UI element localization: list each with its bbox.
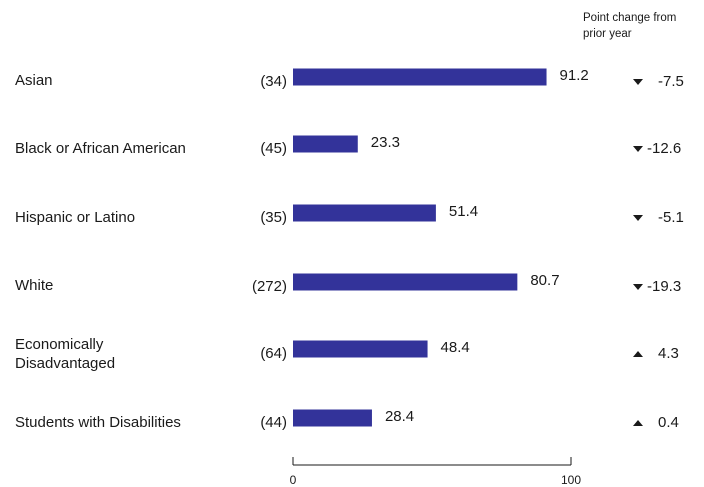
x-axis: 0 100 (290, 457, 581, 487)
value-label: 91.2 (560, 67, 589, 84)
category-label: Disadvantaged (15, 355, 115, 372)
bar-rows: Asian (34) 91.2 -7.5 Black or African Americ… (15, 67, 684, 431)
bar-row: Economically Disadvantaged (64) 48.4 4.3 (15, 336, 679, 372)
value-label: 28.4 (385, 408, 414, 425)
x-tick-label: 100 (561, 473, 581, 487)
count-label: (44) (260, 414, 287, 431)
category-label: Hispanic or Latino (15, 209, 135, 226)
category-label: Economically (15, 336, 104, 353)
category-label: White (15, 277, 53, 294)
triangle-down-icon (633, 79, 643, 85)
value-label: 23.3 (371, 134, 400, 151)
change-label: -19.3 (647, 278, 681, 295)
category-label: Asian (15, 72, 53, 89)
count-label: (34) (260, 73, 287, 90)
bar (293, 68, 547, 86)
count-label: (35) (260, 209, 287, 226)
count-label: (64) (260, 345, 287, 362)
bar (293, 204, 436, 222)
value-label: 48.4 (441, 339, 470, 356)
count-label: (45) (260, 140, 287, 157)
change-label: 0.4 (658, 414, 679, 431)
bar-row: Students with Disabilities (44) 28.4 0.4 (15, 408, 679, 431)
triangle-up-icon (633, 351, 643, 357)
change-label: 4.3 (658, 345, 679, 362)
triangle-up-icon (633, 420, 643, 426)
category-label: Students with Disabilities (15, 414, 181, 431)
bar-row: Black or African American (45) 23.3 -12.6 (15, 134, 681, 157)
bar-row: Hispanic or Latino (35) 51.4 -5.1 (15, 203, 684, 226)
change-label: -12.6 (647, 140, 681, 157)
bar (293, 135, 358, 153)
triangle-down-icon (633, 146, 643, 152)
bar (293, 340, 428, 358)
bar (293, 273, 518, 291)
value-label: 80.7 (530, 272, 559, 289)
value-label: 51.4 (449, 203, 478, 220)
change-label: -5.1 (658, 209, 684, 226)
change-header-line-1: Point change from (583, 12, 676, 24)
bar-row: Asian (34) 91.2 -7.5 (15, 67, 684, 90)
triangle-down-icon (633, 284, 643, 290)
count-label: (272) (252, 278, 287, 295)
category-label: Black or African American (15, 140, 186, 157)
bar (293, 409, 372, 427)
change-header-line-2: prior year (583, 28, 632, 40)
x-tick-label: 0 (290, 473, 297, 487)
change-label: -7.5 (658, 73, 684, 90)
triangle-down-icon (633, 215, 643, 221)
bar-row: White (272) 80.7 -19.3 (15, 272, 681, 295)
